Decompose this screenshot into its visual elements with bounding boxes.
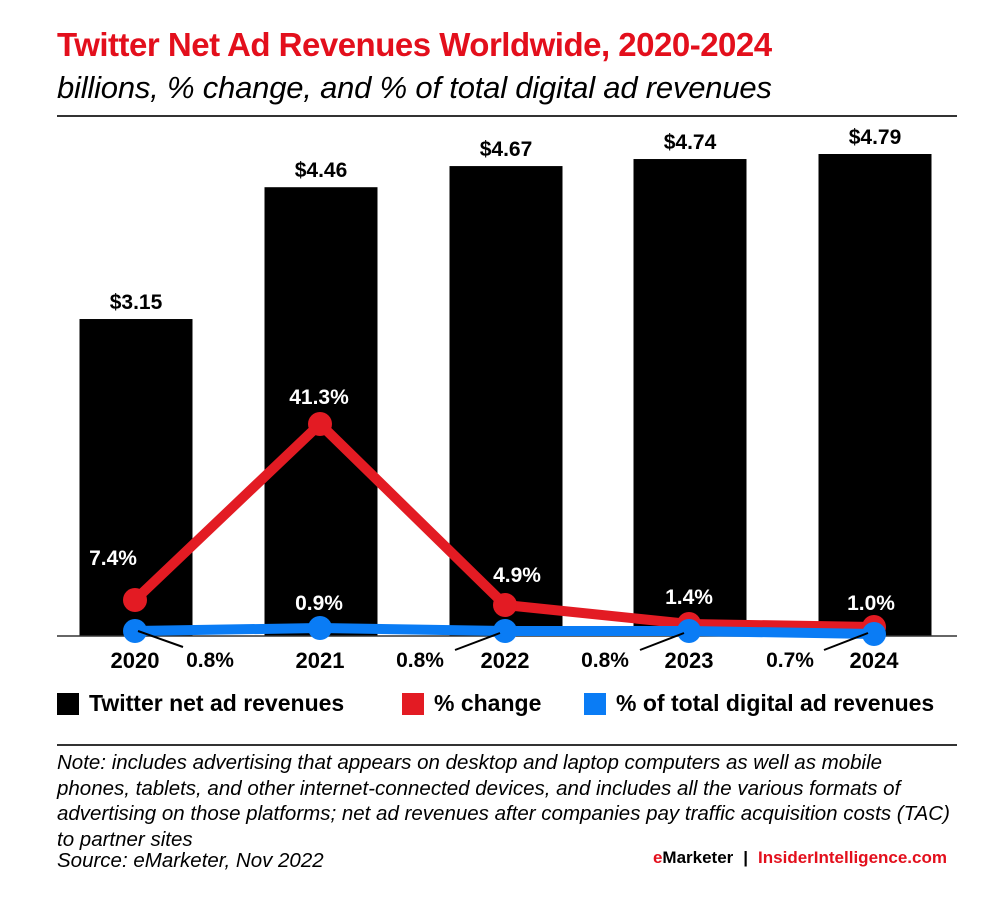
pct-change-point-2021: [308, 412, 332, 436]
brand-separator: |: [743, 848, 749, 867]
legend: Twitter net ad revenues % change % of to…: [57, 690, 957, 722]
bar-2023: [633, 159, 747, 636]
pct-total-point-2021: [308, 616, 332, 640]
bar-label-2024: $4.79: [849, 126, 902, 149]
pct-total-label-2022: 0.8%: [396, 649, 444, 672]
brand-site: InsiderIntelligence.com: [758, 848, 947, 867]
bar-2020: [79, 319, 193, 636]
combo-chart: $3.15 $4.46 $4.67 $4.74 $4.79 7.4% 41.3% 4.9% 1.…: [57, 126, 957, 673]
pct-total-label-2021: 0.9%: [295, 592, 343, 615]
pct-total-leader-2023: [639, 632, 685, 651]
legend-label-pct-total: % of total digital ad revenues: [616, 690, 935, 716]
pct-total-label-2023: 0.8%: [581, 649, 629, 672]
x-tick-2021: 2021: [296, 648, 345, 673]
pct-total-label-2024: 0.7%: [766, 649, 814, 672]
pct-total-leader-2024: [823, 632, 869, 651]
pct-total-leader-2020: [137, 630, 184, 648]
brand-e: e: [652, 848, 663, 867]
bar-label-2023: $4.74: [664, 131, 717, 154]
legend-item-revenues: Twitter net ad revenues: [57, 690, 344, 717]
brand-logo: eMarketer | InsiderIntelligence.com: [653, 848, 947, 868]
pct-total-label-2020: 0.8%: [186, 649, 234, 672]
header-divider: [57, 115, 957, 117]
legend-label-revenues: Twitter net ad revenues: [89, 690, 345, 716]
bar-2022: [449, 166, 563, 637]
bar-2021: [264, 187, 378, 637]
pct-change-label-2024: 1.0%: [847, 592, 895, 615]
footer-divider: [57, 744, 957, 746]
pct-total-leader-2022: [454, 632, 501, 651]
x-tick-2023: 2023: [665, 648, 714, 673]
legend-swatch-pct-total: [584, 692, 606, 715]
brand-marketer: Marketer: [662, 848, 734, 867]
legend-swatch-pct-change: [402, 692, 424, 715]
x-tick-2022: 2022: [481, 648, 530, 673]
pct-total-point-2024: [862, 622, 886, 646]
footnote: Note: includes advertising that appears …: [57, 751, 950, 851]
bar-2024: [818, 154, 932, 636]
pct-total-point-2022: [493, 619, 517, 643]
bar-label-2021: $4.46: [295, 159, 348, 182]
pct-change-label-2021: 41.3%: [289, 386, 349, 409]
x-tick-2020: 2020: [111, 648, 160, 673]
pct-total-point-2023: [677, 619, 701, 643]
chart-subtitle: billions, % change, and % of total digit…: [57, 70, 772, 105]
bar-label-2022: $4.67: [480, 138, 533, 161]
pct-change-point-2020: [123, 588, 147, 612]
pct-total-point-2020: [123, 619, 147, 643]
pct-change-label-2023: 1.4%: [665, 586, 713, 609]
bar-label-2020: $3.15: [110, 291, 163, 314]
x-tick-2024: 2024: [850, 648, 900, 673]
legend-swatch-revenues: [57, 692, 79, 715]
source-text: Source: eMarketer, Nov 2022: [57, 849, 324, 872]
chart-title: Twitter Net Ad Revenues Worldwide, 2020-…: [57, 26, 772, 63]
pct-change-label-2020: 7.4%: [89, 547, 137, 570]
pct-change-point-2022: [493, 593, 517, 617]
legend-item-pct-total: % of total digital ad revenues: [584, 690, 934, 717]
legend-label-pct-change: % change: [434, 690, 542, 716]
pct-change-label-2022: 4.9%: [493, 564, 541, 587]
legend-item-pct-change: % change: [402, 690, 541, 717]
